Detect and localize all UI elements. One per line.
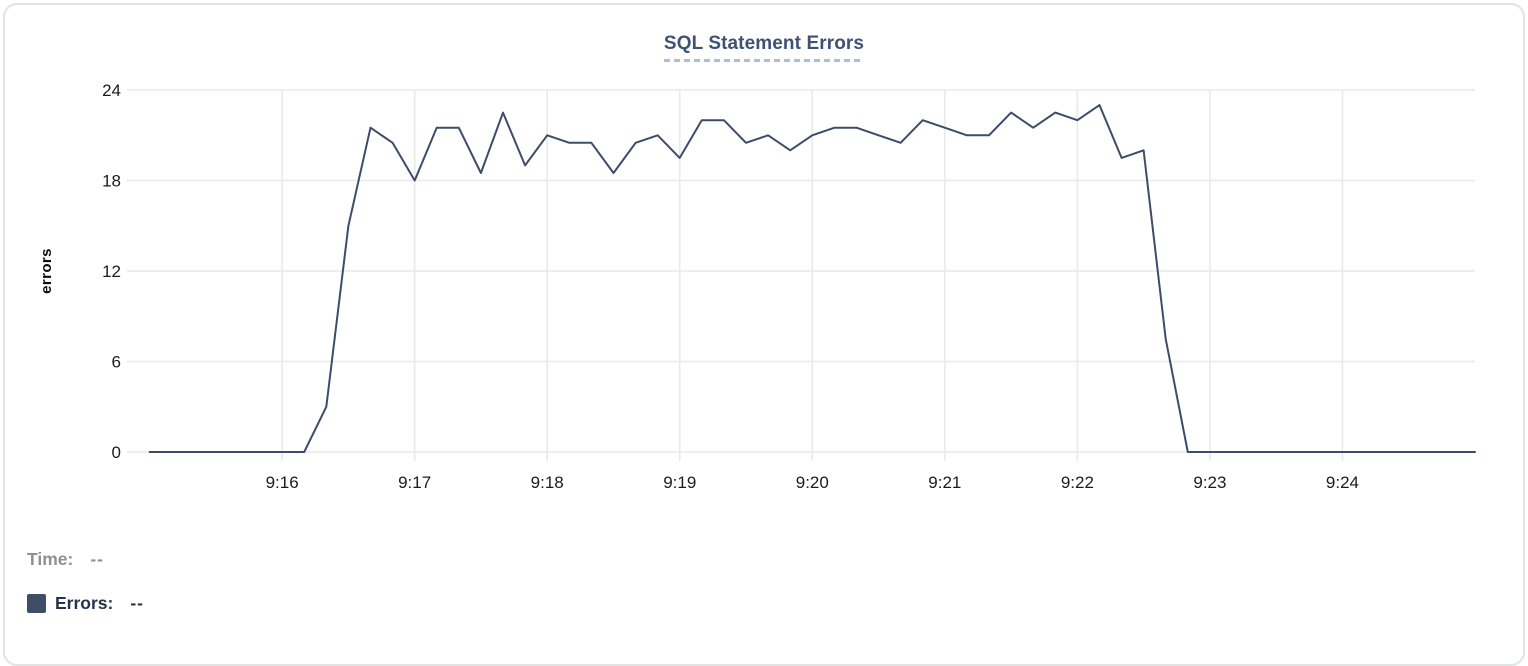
errors-line-chart[interactable]: 0 6 12 18 24 9:16 9:17 9:18 9:19 9:20 9:21 9:22 9:23… <box>5 5 1528 515</box>
chart-title-underline <box>663 59 865 62</box>
x-tick-label: 9:22 <box>1061 473 1094 492</box>
x-tick-label: 9:20 <box>796 473 829 492</box>
hover-readout-time: Time: -- <box>27 549 104 570</box>
x-tick-label: 9:19 <box>663 473 696 492</box>
y-axis-label: errors <box>38 248 55 294</box>
time-value: -- <box>90 549 105 569</box>
y-tick-label: 0 <box>112 443 121 462</box>
x-tick-label: 9:24 <box>1326 473 1359 492</box>
errors-value: -- <box>130 593 145 613</box>
x-tick-label: 9:17 <box>398 473 431 492</box>
time-label: Time: <box>27 549 74 569</box>
chart-title[interactable]: SQL Statement Errors <box>663 33 865 62</box>
x-tick-label: 9:18 <box>531 473 564 492</box>
x-tick-label: 9:21 <box>928 473 961 492</box>
y-tick-label: 18 <box>102 172 121 191</box>
plot-hover-area[interactable] <box>133 90 1475 452</box>
y-tick-label: 12 <box>102 262 121 281</box>
chart-header: SQL Statement Errors <box>5 33 1523 62</box>
errors-series-swatch-icon <box>27 594 46 613</box>
y-tick-label: 24 <box>102 81 121 100</box>
chart-panel: SQL Statement Errors 0 6 12 18 24 9:16 9:17 9:1… <box>3 3 1525 666</box>
errors-series-line <box>148 104 1476 453</box>
x-tick-label: 9:16 <box>266 473 299 492</box>
errors-label: Errors: <box>55 593 114 613</box>
legend-item-errors: Errors: -- <box>27 593 144 614</box>
y-tick-label: 6 <box>112 353 121 372</box>
chart-title-text: SQL Statement Errors <box>663 33 865 54</box>
x-tick-label: 9:23 <box>1193 473 1226 492</box>
